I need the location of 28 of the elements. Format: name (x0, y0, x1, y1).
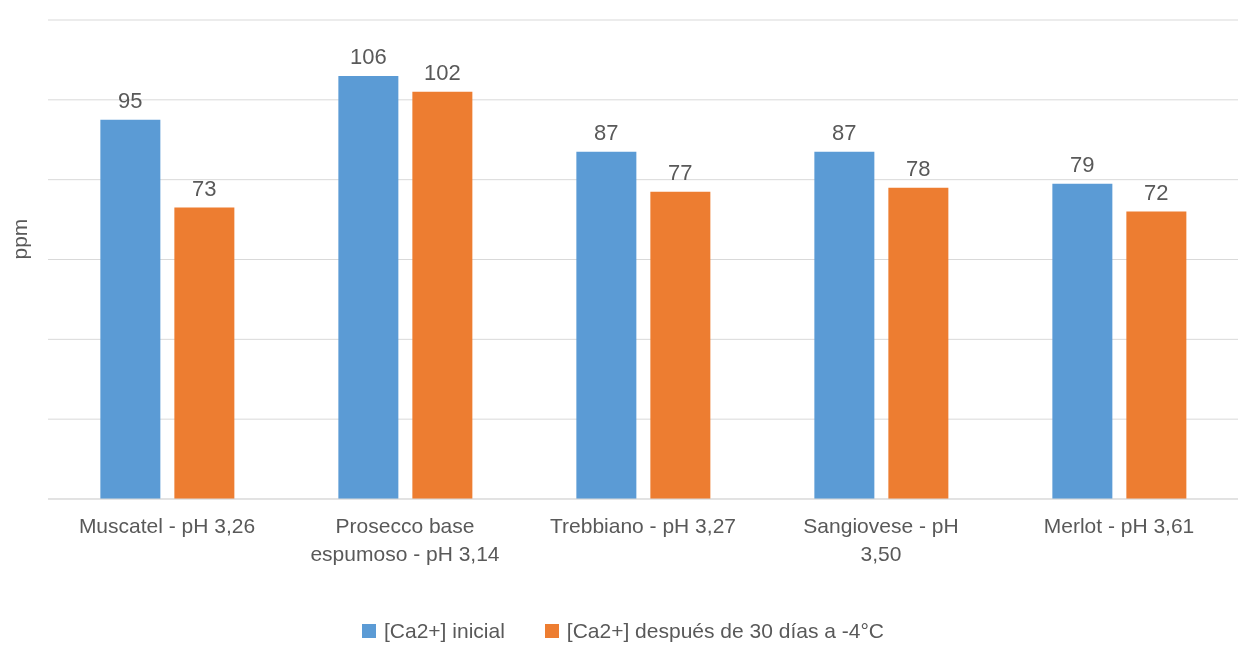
data-label: 77 (668, 159, 693, 185)
bar (338, 75, 399, 499)
y-axis-title: ppm (8, 218, 32, 260)
x-tick-label: Sangiovese - pH 3,50 (803, 514, 959, 565)
x-tick-label: Trebbiano - pH 3,27 (550, 514, 736, 537)
bar (174, 207, 235, 499)
x-tick-label: Muscatel - pH 3,26 (78, 514, 256, 537)
legend-label: [Ca2+] después de 30 días a -4°C (566, 619, 884, 643)
data-label: 87 (832, 119, 857, 145)
data-label: 73 (192, 175, 217, 201)
bar (1052, 183, 1113, 499)
data-label: 102 (424, 59, 461, 85)
data-label: 87 (594, 119, 619, 145)
bar (814, 151, 875, 499)
data-label: 78 (906, 155, 931, 181)
data-label: 79 (1070, 151, 1095, 177)
data-label: 72 (1144, 179, 1169, 205)
bar (100, 119, 161, 499)
bar (576, 151, 637, 499)
bar (1126, 211, 1187, 499)
data-label: 106 (350, 43, 387, 69)
legend-label: [Ca2+] inicial (384, 619, 505, 643)
data-label: 95 (118, 87, 143, 113)
x-tick-label: Merlot - pH 3,61 (1043, 514, 1195, 537)
bar (888, 187, 949, 499)
bar (412, 91, 473, 499)
bar (650, 191, 711, 499)
x-tick-label: Prosecco base espumoso - pH 3,14 (310, 514, 500, 565)
